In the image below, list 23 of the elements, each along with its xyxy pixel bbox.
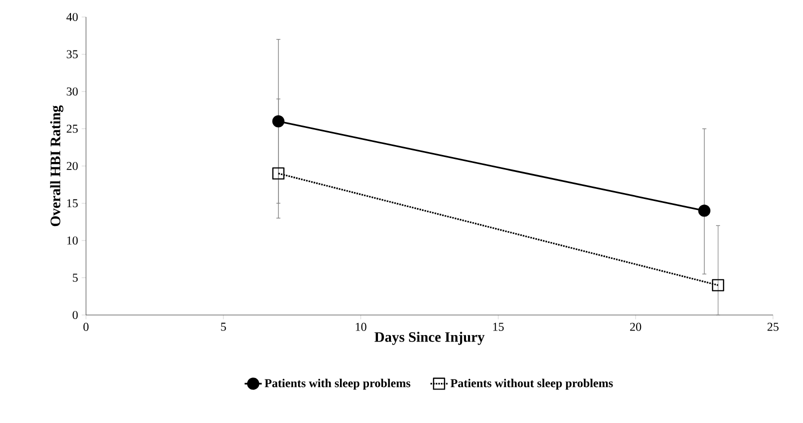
y-tick-label: 10	[67, 236, 78, 245]
x-tick-label: 10	[356, 322, 366, 331]
point	[272, 115, 284, 128]
point	[712, 279, 724, 292]
y-tick-label: 15	[67, 199, 78, 208]
x-tick-label: 15	[493, 322, 504, 331]
y-tick-label: 40	[66, 12, 78, 22]
x-tick-label: 25	[768, 322, 779, 331]
y-tick-label: 5	[72, 274, 78, 282]
y-tick-label: 30	[66, 87, 78, 96]
y-tick-label: 25	[66, 124, 78, 133]
legend-label: Patients with sleep problems	[264, 378, 410, 390]
y-axis-title: Overall HBI Rating	[50, 105, 64, 226]
x-tick-label: 5	[221, 322, 226, 331]
point	[698, 204, 710, 217]
legend-label: Patients without sleep problems	[450, 378, 613, 390]
x-axis-title: Days Since Injury	[374, 332, 485, 345]
y-tick-label: 35	[66, 50, 78, 58]
point	[272, 167, 284, 180]
x-tick-label: 20	[630, 322, 642, 331]
y-tick-label: 20	[66, 162, 78, 170]
y-tick-label: 0	[72, 310, 78, 320]
x-tick-label: 0	[83, 322, 89, 331]
